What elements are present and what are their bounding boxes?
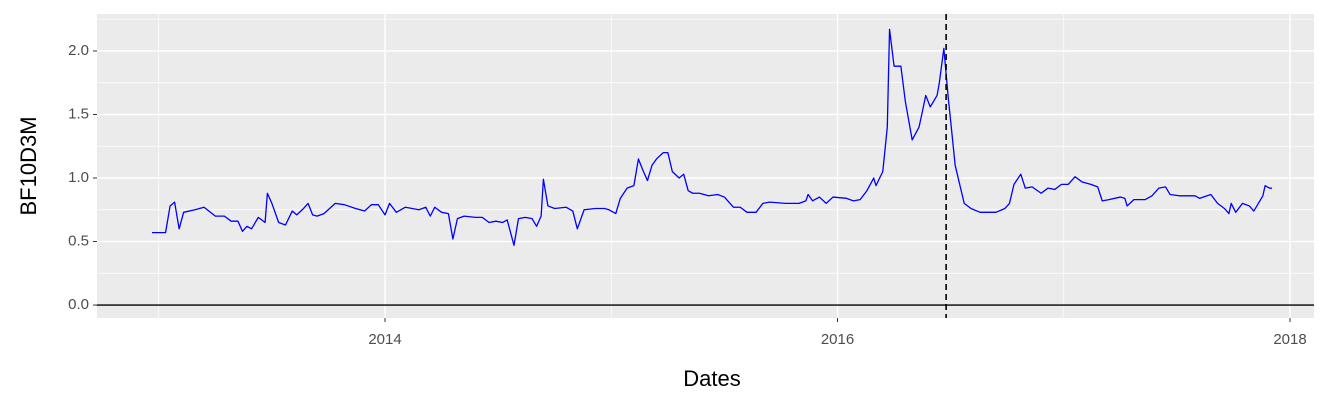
- panel: [97, 14, 1314, 318]
- y-tick-label: 0.5: [68, 232, 89, 249]
- x-tick-label: 2014: [368, 331, 401, 348]
- y-tick-label: 2.0: [68, 42, 89, 59]
- y-axis-title: BF10D3M: [16, 116, 41, 215]
- y-tick-label: 1.0: [68, 169, 89, 186]
- x-tick-label: 2018: [1273, 331, 1306, 348]
- y-tick-label: 1.5: [68, 105, 89, 122]
- x-tick-label: 2016: [821, 331, 854, 348]
- data-line: [151, 28, 1272, 246]
- y-tick-label: 0.0: [68, 296, 89, 313]
- x-axis-title: Dates: [683, 366, 740, 391]
